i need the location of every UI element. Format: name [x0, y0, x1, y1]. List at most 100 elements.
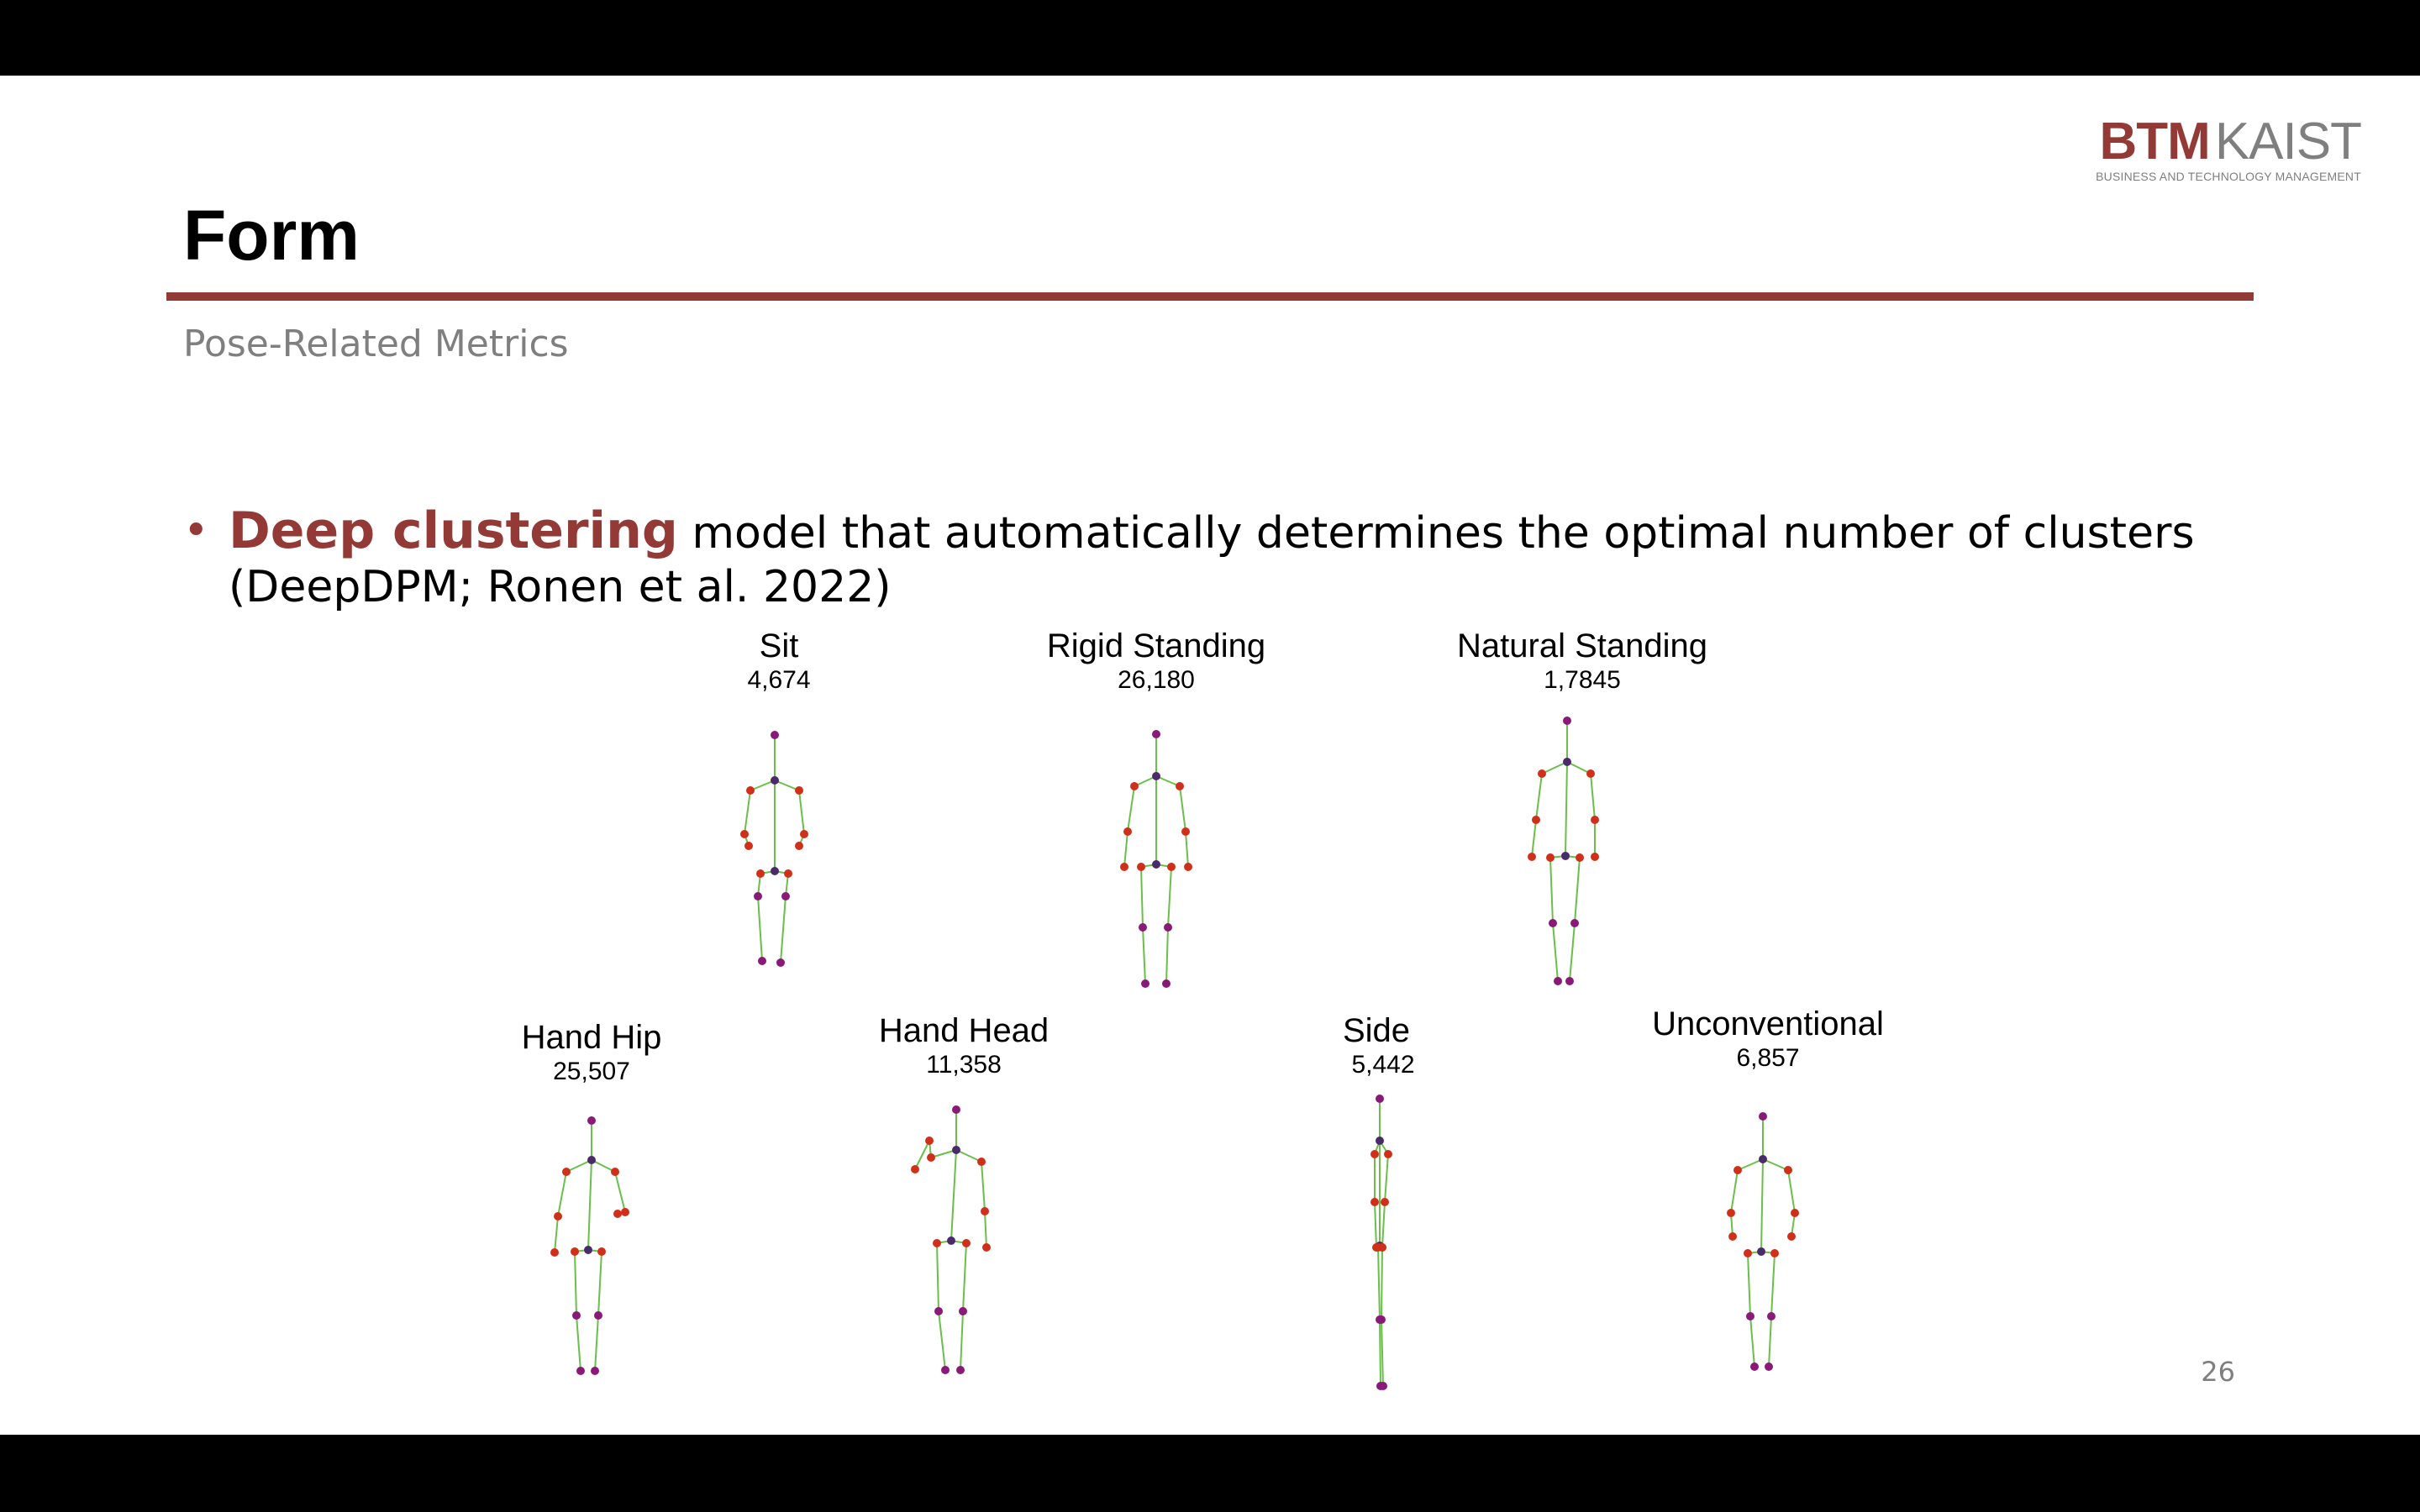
cluster-count: 11,358 — [926, 1051, 1002, 1079]
skeleton-joint — [1532, 816, 1540, 824]
skeleton-joint — [934, 1307, 943, 1315]
skeleton-joint — [1376, 1137, 1384, 1145]
skeleton-joint — [756, 869, 765, 878]
cluster-count: 6,857 — [1736, 1044, 1800, 1072]
skeleton-joint — [959, 1307, 967, 1315]
skeleton-joint — [795, 842, 803, 850]
skeleton-joint — [1167, 863, 1176, 871]
skeleton-joint — [962, 1239, 971, 1247]
bottom-letterbox — [0, 1435, 2420, 1512]
skeleton-joint — [1123, 827, 1132, 836]
skeleton-joint — [952, 1105, 960, 1114]
skeleton-bone — [1566, 761, 1591, 774]
skeleton-joint — [1546, 853, 1555, 862]
skeleton-bone — [981, 1161, 986, 1212]
skeleton-joint — [1746, 1312, 1754, 1320]
skeleton-joint — [1744, 1249, 1752, 1257]
skeleton-bone — [1569, 922, 1576, 982]
title-divider — [166, 292, 2254, 301]
skeleton-bone — [597, 1251, 602, 1316]
skeleton-joint — [587, 1156, 596, 1164]
skeleton-joint — [746, 786, 755, 795]
skeleton-bone — [1574, 857, 1581, 924]
skeleton-joint — [1570, 919, 1579, 927]
skeleton-joint — [927, 1153, 935, 1162]
bullet-highlight: Deep clustering — [229, 501, 678, 560]
cluster-name: Hand Hip — [521, 1019, 662, 1056]
bullet-body: model that automatically determines the … — [229, 508, 2195, 612]
skeleton-joint — [1770, 1249, 1779, 1257]
skeleton-bone — [1565, 761, 1568, 857]
skeleton-bone — [1377, 1247, 1381, 1320]
skeleton-joint — [594, 1311, 602, 1320]
skeleton-joint — [1759, 1112, 1767, 1121]
skeleton-joint — [1379, 1382, 1387, 1390]
skeleton-bone — [1185, 831, 1189, 868]
skeleton-joint — [1130, 782, 1139, 790]
skeleton-joint — [1561, 852, 1570, 860]
skeleton-joint — [621, 1208, 629, 1216]
skeleton-bone — [1127, 785, 1135, 832]
skeleton-joint — [952, 1146, 960, 1154]
cluster-name: Sit — [759, 627, 799, 664]
skeleton-joint — [1384, 1150, 1392, 1158]
skeleton-joint — [1750, 1362, 1759, 1371]
skeleton-joint — [933, 1239, 941, 1247]
skeleton-joint — [947, 1236, 955, 1245]
skeleton-bone — [557, 1171, 567, 1217]
skeleton-joint — [1787, 1232, 1796, 1241]
cluster-label-side: Side 5,442 — [1292, 1011, 1460, 1080]
skeleton-bone — [950, 1149, 957, 1242]
cluster-count: 4,674 — [747, 666, 811, 694]
skeleton-bone — [1762, 1158, 1789, 1171]
skeleton-joint — [1141, 979, 1150, 988]
skeleton-bone — [914, 1140, 930, 1170]
skeleton-joint — [1591, 853, 1599, 861]
skeleton-joint — [1370, 1198, 1379, 1206]
skeleton-joint — [981, 1207, 989, 1215]
skeleton-bone — [1140, 866, 1144, 928]
skeleton-bone — [1787, 1169, 1796, 1214]
cluster-label-hand-head: Hand Head 11,358 — [838, 1011, 1090, 1080]
skeleton-joint — [776, 958, 785, 967]
skeleton-joint — [771, 776, 779, 785]
skeleton-joint — [1181, 827, 1190, 836]
logo-btm-text: BTM — [2099, 113, 2211, 171]
skeleton-joint — [1549, 919, 1557, 927]
btm-kaist-logo: BTMKAIST BUSINESS AND TECHNOLOGY MANAGEM… — [2096, 113, 2362, 184]
skeleton-bone — [1384, 1153, 1389, 1203]
skeleton-bone — [587, 1159, 592, 1251]
skeleton-bone — [984, 1210, 987, 1248]
skeleton-joint — [941, 1366, 950, 1374]
skeleton-bone — [1531, 819, 1537, 858]
skeleton-bone — [614, 1171, 626, 1213]
skeleton-joint — [571, 1247, 579, 1256]
pose-skeletons — [550, 717, 1799, 1390]
skeleton-joint — [1139, 923, 1147, 932]
skeleton-bone — [1541, 761, 1568, 774]
slide: BTMKAIST BUSINESS AND TECHNOLOGY MANAGEM… — [0, 76, 2420, 1435]
skeleton-bone — [576, 1315, 581, 1372]
skeleton-joint — [1563, 717, 1571, 725]
cluster-label-hand-hip: Hand Hip 25,507 — [466, 1018, 718, 1087]
skeleton-bone — [1760, 1158, 1764, 1252]
skeleton-joint — [1152, 860, 1160, 869]
cluster-name: Hand Head — [878, 1012, 1050, 1049]
skeleton-joint — [771, 867, 779, 875]
skeleton-bone — [750, 780, 776, 791]
skeleton-bone — [1749, 1315, 1755, 1368]
skeleton-unconventional — [1727, 1112, 1799, 1371]
skeleton-joint — [1733, 1166, 1742, 1174]
skeleton-bone — [1768, 1315, 1772, 1368]
skeleton-bone — [1165, 927, 1169, 984]
skeleton-joint — [800, 830, 808, 838]
skeleton-bone — [955, 1149, 982, 1163]
skeleton-bone — [1535, 773, 1543, 821]
logo-kaist-text: KAIST — [2214, 113, 2362, 171]
skeleton-joint — [554, 1212, 562, 1221]
skeleton-hand-head — [911, 1105, 991, 1374]
skeleton-joint — [1137, 863, 1145, 871]
skeleton-joint — [754, 892, 762, 900]
skeleton-bone — [1381, 1201, 1386, 1248]
skeleton-sit — [740, 731, 808, 967]
